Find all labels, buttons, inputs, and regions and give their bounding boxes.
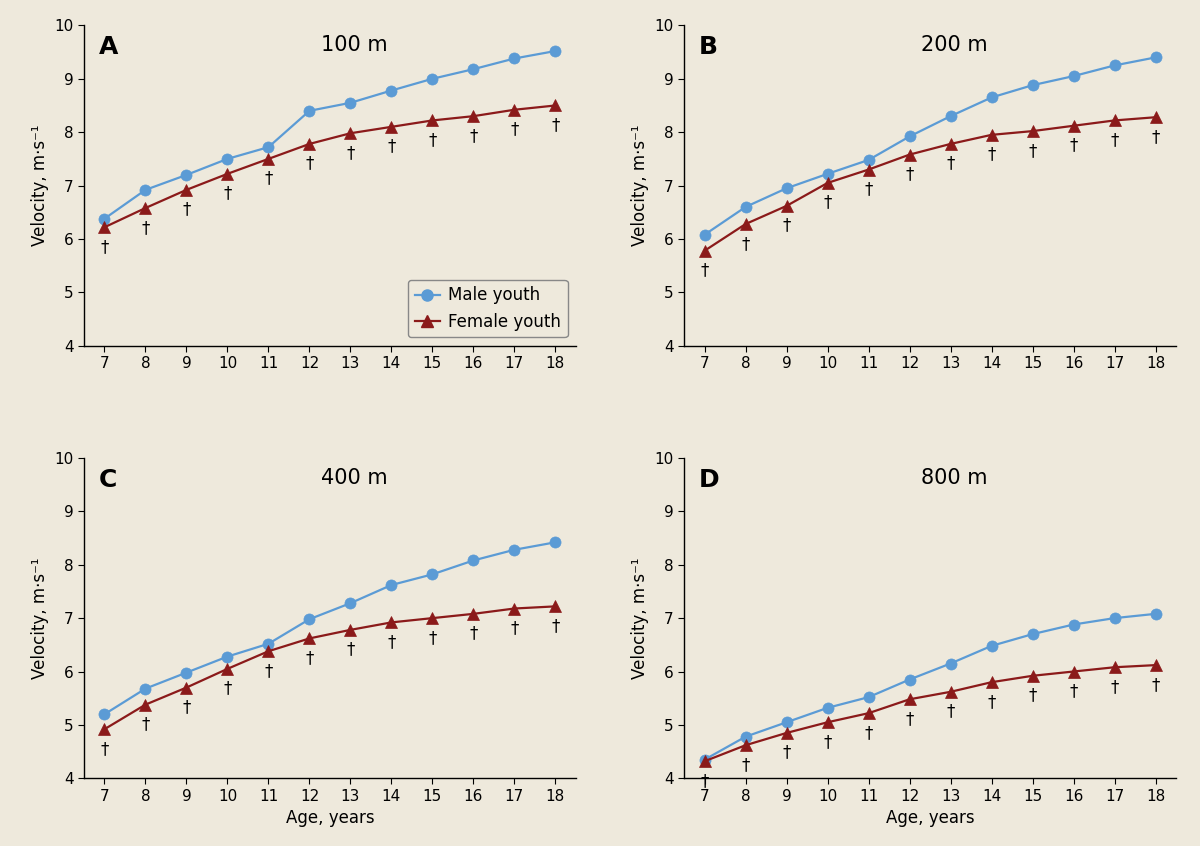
- Text: †: †: [782, 217, 791, 234]
- Text: †: †: [223, 679, 232, 698]
- Text: †: †: [510, 120, 518, 139]
- Text: †: †: [551, 116, 559, 135]
- X-axis label: Age, years: Age, years: [886, 810, 974, 827]
- Text: †: †: [1151, 676, 1159, 694]
- Text: A: A: [98, 35, 118, 59]
- Text: †: †: [264, 169, 272, 188]
- Text: 100 m: 100 m: [322, 35, 388, 55]
- Text: †: †: [947, 155, 955, 173]
- Text: D: D: [698, 468, 720, 492]
- Text: †: †: [947, 702, 955, 721]
- Y-axis label: Velocity, m·s⁻¹: Velocity, m·s⁻¹: [31, 125, 49, 246]
- Text: †: †: [510, 619, 518, 637]
- Text: †: †: [142, 218, 150, 237]
- Text: †: †: [1110, 678, 1118, 696]
- Text: †: †: [742, 755, 750, 774]
- Text: †: †: [182, 201, 191, 218]
- Text: †: †: [305, 649, 313, 667]
- Text: †: †: [1028, 142, 1037, 160]
- Text: 400 m: 400 m: [322, 468, 388, 487]
- Text: †: †: [782, 744, 791, 761]
- Text: †: †: [988, 146, 996, 163]
- Text: C: C: [98, 468, 118, 492]
- Text: †: †: [551, 617, 559, 635]
- Text: †: †: [347, 640, 355, 658]
- Text: †: †: [428, 629, 437, 647]
- Text: †: †: [701, 772, 709, 790]
- Text: 800 m: 800 m: [922, 468, 988, 487]
- Text: †: †: [1110, 131, 1118, 149]
- Text: †: †: [469, 127, 478, 145]
- Text: †: †: [1028, 686, 1037, 705]
- Y-axis label: Velocity, m·s⁻¹: Velocity, m·s⁻¹: [631, 125, 649, 246]
- Text: †: †: [428, 131, 437, 149]
- Text: †: †: [347, 144, 355, 162]
- Text: 200 m: 200 m: [922, 35, 988, 55]
- Text: †: †: [223, 184, 232, 202]
- Legend: Male youth, Female youth: Male youth, Female youth: [408, 280, 568, 338]
- Y-axis label: Velocity, m·s⁻¹: Velocity, m·s⁻¹: [631, 558, 649, 678]
- Text: †: †: [264, 662, 272, 680]
- Text: †: †: [701, 261, 709, 279]
- Text: †: †: [1069, 682, 1078, 700]
- Text: †: †: [905, 165, 913, 184]
- Text: †: †: [388, 633, 396, 651]
- Text: †: †: [1151, 128, 1159, 146]
- Text: †: †: [305, 155, 313, 173]
- Text: B: B: [698, 35, 718, 59]
- Text: †: †: [388, 138, 396, 156]
- Text: †: †: [182, 698, 191, 717]
- Text: †: †: [905, 710, 913, 728]
- Text: †: †: [988, 693, 996, 711]
- Text: †: †: [101, 238, 109, 255]
- Text: †: †: [864, 180, 872, 198]
- Text: †: †: [101, 740, 109, 758]
- Text: †: †: [742, 234, 750, 253]
- Text: †: †: [142, 716, 150, 733]
- Text: †: †: [469, 624, 478, 642]
- X-axis label: Age, years: Age, years: [286, 810, 374, 827]
- Text: †: †: [823, 733, 832, 751]
- Text: †: †: [864, 724, 872, 742]
- Y-axis label: Velocity, m·s⁻¹: Velocity, m·s⁻¹: [31, 558, 49, 678]
- Text: †: †: [823, 194, 832, 212]
- Text: †: †: [1069, 136, 1078, 155]
